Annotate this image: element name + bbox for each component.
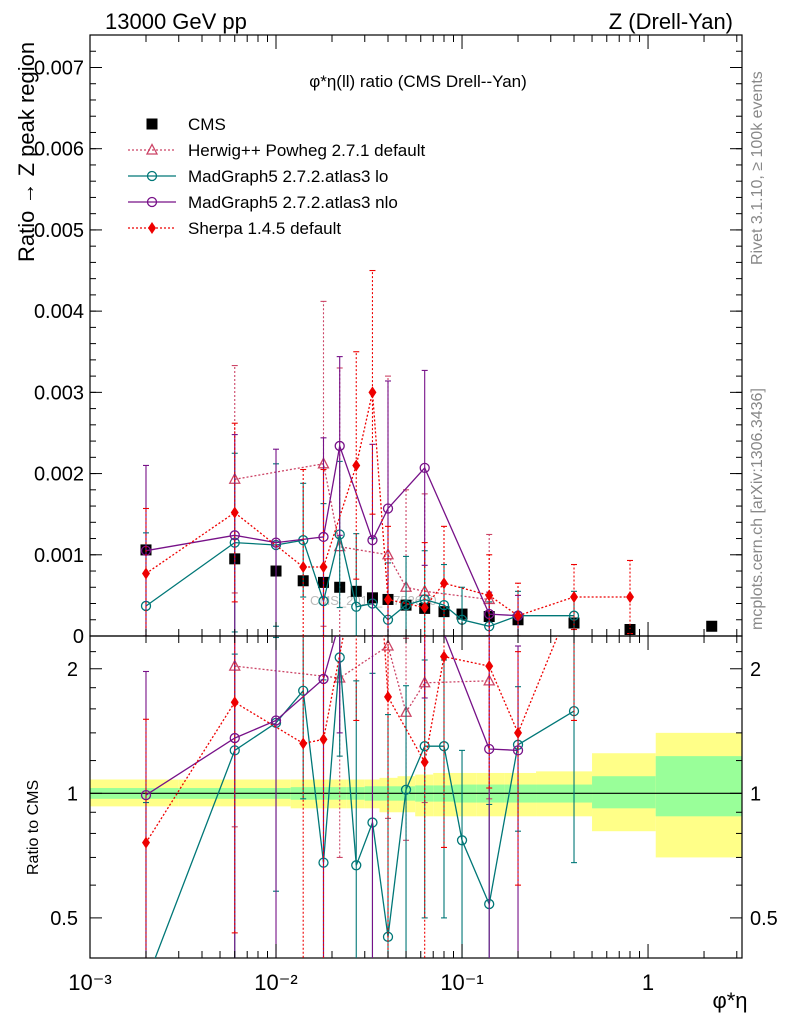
legend-label: Herwig++ Powheg 2.7.1 default (188, 141, 425, 160)
series-line-Herwig (234, 644, 490, 714)
legend-marker-Herwig (145, 143, 159, 155)
point-Sherpa (319, 733, 328, 746)
ratio-y-tick-label: 0.5 (50, 908, 78, 930)
top-panel-title: φ*η(ll) ratio (CMS Drell--Yan) (309, 72, 527, 91)
point-MG_nlo (382, 503, 394, 514)
point-MG_nlo (318, 673, 329, 685)
series-CMS-p0 (140, 544, 718, 636)
point-MG_lo (438, 599, 450, 611)
uncertainty-band-inner (655, 756, 742, 817)
y-tick-label: 0.004 (34, 301, 84, 323)
point-MG_lo (351, 860, 362, 871)
point-Sherpa (384, 690, 393, 703)
x-axis-label: φ*η (712, 988, 747, 1013)
point-Sherpa (299, 737, 308, 750)
point-MG_nlo (334, 440, 345, 452)
series-Sherpa-p0 (141, 269, 635, 636)
top-panel: 0 0.001 0.002 0.003 0.004 0.005 0.006 0.007 (34, 34, 743, 648)
point-MG_lo (400, 599, 412, 611)
uncertainty-band-inner (592, 776, 656, 809)
y-tick-label: 0.003 (34, 382, 84, 404)
point-Sherpa (514, 609, 523, 622)
bottom-panel-frame (89, 635, 743, 959)
point-Herwig (381, 639, 395, 651)
point-MG_nlo (484, 743, 495, 755)
x-tick-label: 10⁻² (254, 970, 297, 995)
series-line-MG_nlo (145, 443, 519, 617)
point-Sherpa (420, 756, 429, 769)
ratio-y-tick-label-right: 2 (750, 659, 761, 681)
top-y-axis-label: Ratio → Z peak region (14, 42, 39, 262)
series-line-MG_lo (145, 534, 574, 627)
point-MG_nlo (512, 745, 524, 756)
point-Sherpa (420, 601, 429, 614)
point-Sherpa (384, 593, 393, 606)
series-line-MG_lo (154, 657, 575, 958)
legend-label: Sherpa 1.4.5 default (188, 219, 341, 238)
series-MG_lo-p0 (140, 452, 580, 636)
x-tick-label: 10⁻³ (68, 970, 111, 995)
ratio-y-tick-label-right: 0.5 (750, 908, 778, 930)
series-line-MG_nlo (145, 636, 519, 796)
y-tick-label: 0.002 (34, 464, 84, 486)
point-MG_nlo (140, 789, 152, 801)
point-Sherpa (514, 726, 523, 739)
x-tick-label: 1 (642, 970, 654, 995)
legend-marker-MG_lo (146, 170, 158, 182)
point-MG_lo (298, 685, 309, 696)
legend: CMS Herwig++ Powheg 2.7.1 default MadGraph… (128, 115, 425, 238)
point-Sherpa (352, 459, 361, 472)
legend-marker-Sherpa (148, 222, 156, 234)
bottom-panel: 0.5 0.5 1 1 2 2 10⁻³ 10⁻² 10⁻¹ 1 (50, 635, 778, 995)
point-MG_nlo (270, 537, 282, 548)
point-MG_lo (141, 977, 150, 986)
legend-label: MadGraph5 2.7.2.atlas3 nlo (188, 193, 398, 212)
point-MG_lo (456, 835, 468, 846)
point-MG_nlo (229, 732, 240, 744)
point-Sherpa (439, 577, 448, 590)
point-MG_nlo (318, 531, 329, 543)
series-Sherpa-p1 (141, 636, 578, 958)
header-left: 13000 GeV pp (105, 9, 247, 34)
point-Sherpa (299, 560, 308, 573)
point-Sherpa (230, 506, 239, 519)
point-Sherpa (141, 836, 150, 849)
y-tick-label: 0.006 (34, 139, 84, 161)
legend-marker-MG_nlo (146, 196, 158, 208)
point-MG_nlo (229, 530, 240, 541)
legend-label: CMS (188, 115, 226, 134)
point-Sherpa (141, 567, 150, 580)
bottom-y-axis-label: Ratio to CMS (25, 780, 42, 875)
ratio-y-tick-label-right: 1 (750, 783, 761, 805)
point-Sherpa (485, 589, 494, 602)
point-Sherpa (230, 696, 239, 709)
ratio-y-tick-label: 2 (67, 659, 78, 681)
series-line-Herwig (234, 463, 490, 601)
mcplots-label: mcplots.cern.ch [arXiv:1306.3436] (749, 388, 766, 630)
ratio-y-tick-label: 1 (67, 783, 78, 805)
point-Sherpa (439, 650, 448, 663)
y-tick-label: 0.001 (34, 545, 84, 567)
y-tick-label: 0.007 (34, 57, 84, 79)
rivet-label: Rivet 3.1.10, ≥ 100k events (749, 71, 766, 265)
series-line-Sherpa (145, 636, 559, 844)
y-tick-label: 0 (73, 626, 84, 648)
point-Sherpa (626, 591, 635, 604)
point-MG_nlo (367, 535, 378, 546)
legend-marker-CMS (146, 118, 158, 130)
header-right: Z (Drell-Yan) (609, 9, 733, 34)
point-MG_lo (351, 601, 362, 612)
point-MG_lo (400, 784, 412, 795)
legend-label: MadGraph5 2.7.2.atlas3 lo (188, 167, 388, 186)
y-tick-label: 0.005 (34, 220, 84, 242)
point-Sherpa (319, 560, 328, 573)
point-Sherpa (570, 591, 579, 604)
point-CMS (706, 620, 718, 632)
x-tick-label: 10⁻¹ (440, 970, 483, 995)
point-Sherpa (368, 386, 377, 399)
point-MG_nlo (270, 715, 282, 726)
point-MG_nlo (419, 462, 430, 474)
point-Sherpa (485, 660, 494, 673)
